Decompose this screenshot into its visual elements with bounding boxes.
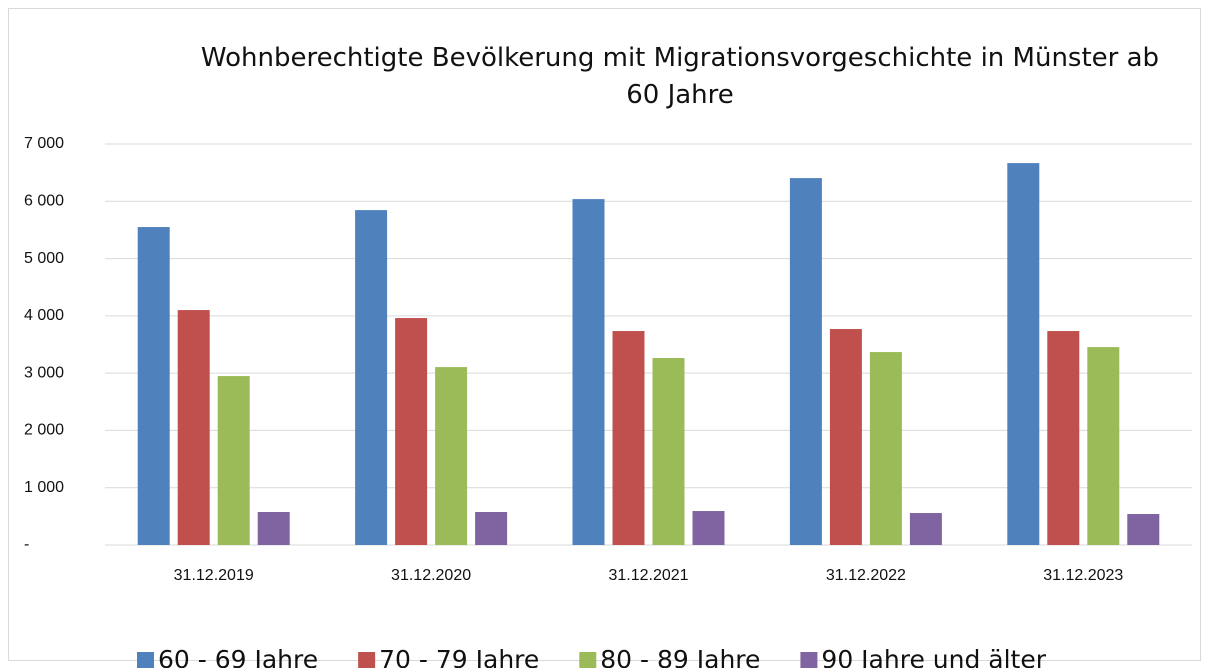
legend-swatch (800, 652, 818, 668)
legend-label: 70 - 79 Jahre (379, 645, 539, 668)
legend-label: 60 - 69 Jahre (158, 645, 318, 668)
bar (612, 331, 645, 545)
bar (435, 367, 468, 545)
bar (395, 318, 428, 545)
chart-title: Wohnberechtigte Bevölkerung mit Migratio… (200, 43, 1160, 110)
bar (652, 358, 685, 545)
x-tick-label: 31.12.2019 (174, 567, 254, 584)
bar (789, 178, 822, 545)
bar (1127, 514, 1160, 545)
bar (869, 352, 902, 545)
bar (177, 310, 210, 545)
legend-swatch (358, 652, 376, 668)
bar (257, 512, 290, 545)
y-tick-label: 7 000 (24, 135, 64, 152)
bar (137, 227, 170, 546)
y-tick-label: 2 000 (24, 422, 64, 439)
bar (1087, 347, 1120, 545)
bar (829, 329, 862, 545)
legend-label: 80 - 89 Jahre (600, 645, 760, 668)
y-tick-label: 3 000 (24, 364, 64, 381)
y-tick-label: 1 000 (24, 479, 64, 496)
legend-swatch (137, 652, 154, 668)
bar (355, 210, 388, 545)
bar (572, 199, 605, 545)
bar (217, 376, 250, 545)
bar (692, 511, 725, 545)
bar (909, 513, 942, 545)
legend-label: 90 Jahre und älter (821, 645, 1046, 668)
y-tick-label: 5 000 (24, 250, 64, 267)
chart-border (8, 8, 1201, 661)
y-tick-label: - (24, 536, 29, 553)
x-tick-label: 31.12.2022 (826, 567, 906, 584)
bar (1047, 331, 1080, 545)
bar (475, 512, 508, 545)
legend-swatch (579, 652, 597, 668)
y-tick-label: 4 000 (24, 307, 64, 324)
y-tick-label: 6 000 (24, 193, 64, 210)
bar (1007, 163, 1040, 545)
x-tick-label: 31.12.2020 (391, 567, 471, 584)
x-tick-label: 31.12.2023 (1043, 567, 1123, 584)
x-tick-label: 31.12.2021 (608, 567, 688, 584)
